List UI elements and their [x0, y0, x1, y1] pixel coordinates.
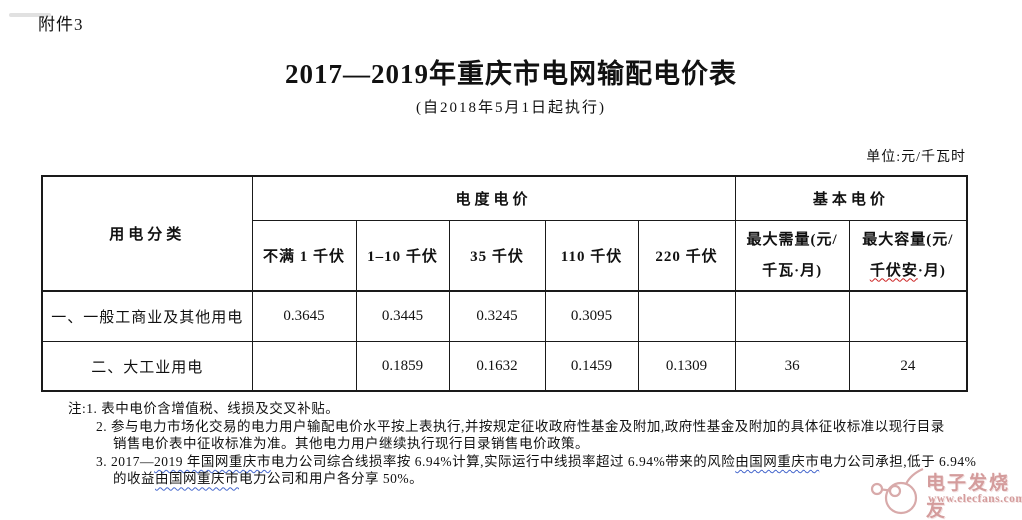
- col-header-max-capacity-line2: 千伏安·月): [850, 256, 967, 287]
- table-row-large-industry: 二、大工业用电 0.1859 0.1632 0.1459 0.1309 36 2…: [41, 341, 968, 392]
- col-header-max-demand-line2: 千瓦·月): [762, 262, 823, 279]
- elecfans-logo-icon: [870, 468, 924, 515]
- col-header-max-capacity-line1: 最大容量(元/: [862, 231, 954, 248]
- grammar-underline-text: 由国网重庆市: [735, 453, 820, 469]
- watermark-url-text: www.elecfans.com: [928, 493, 1022, 505]
- group-header-basic-price: 基本电价: [734, 175, 968, 221]
- col-header-max-demand: 最大需量(元/ 千瓦·月): [734, 220, 850, 292]
- price-table: 用电分类 电度电价 基本电价 不满 1 千伏 1–10 千伏 35 千伏 110…: [41, 175, 969, 392]
- col-header-below-1kv: 不满 1 千伏: [251, 220, 357, 292]
- note-5-text: 的收益: [113, 471, 155, 487]
- page-title: 2017—2019年重庆市电网输配电价表: [285, 59, 737, 89]
- col-header-max-capacity-line2-rest: ·月): [917, 262, 946, 279]
- price-cell: 0.1459: [544, 341, 639, 392]
- price-cell: 36: [734, 341, 850, 392]
- note-4-text: 3. 2017—: [96, 453, 154, 469]
- page-subtitle: (自2018年5月1日起执行): [416, 100, 606, 116]
- watermark: 电子发烧友 www.elecfans.com: [868, 466, 1022, 520]
- note-line-2: 2. 参与电力市场化交易的电力用户输配电价水平按上表执行,并按规定征收政府性基金…: [96, 418, 945, 434]
- col-header-35kv: 35 千伏: [448, 220, 546, 292]
- note-4-text: 电力公司综合线损率按 6.94%计算,实际运行中线损率超过 6.94%带来的风险: [270, 453, 736, 469]
- price-cell: [637, 290, 736, 342]
- price-cell: [251, 341, 357, 392]
- price-cell: 0.3445: [355, 290, 450, 342]
- col-header-max-capacity: 最大容量(元/ 千伏安·月): [848, 220, 968, 292]
- col-header-1-10kv: 1–10 千伏: [355, 220, 450, 292]
- grammar-underline-text: 由国网重庆市: [155, 471, 239, 487]
- table-header-row-columns: 不满 1 千伏 1–10 千伏 35 千伏 110 千伏 220 千伏 最大需量…: [42, 220, 968, 292]
- row-label-general-commercial: 一、一般工商业及其他用电: [41, 290, 253, 342]
- col-header-max-demand-line1: 最大需量(元/: [746, 231, 838, 248]
- note-4-text: 电力公司承担,低于 6.94%: [819, 453, 977, 469]
- price-cell: 0.1632: [448, 341, 546, 392]
- group-header-energy-price: 电度电价: [251, 175, 736, 221]
- scan-artifact: [9, 13, 51, 17]
- note-5-text: 电力公司和用户各分享 50%。: [239, 471, 424, 487]
- note-line-3: 销售电价表中征收标准为准。其他电力用户继续执行现行目录销售电价政策。: [113, 436, 589, 452]
- price-cell: [848, 290, 968, 342]
- table-row-general-commercial: 一、一般工商业及其他用电 0.3645 0.3445 0.3245 0.3095: [41, 290, 968, 342]
- unit-label: 单位:元/千瓦时: [866, 150, 966, 165]
- col-header-usage-category: 用电分类: [41, 175, 253, 292]
- note-line-5: 的收益由国网重庆市电力公司和用户各分享 50%。: [68, 470, 998, 488]
- note-line-4: 3. 2017—2019 年国网重庆市电力公司综合线损率按 6.94%计算,实际…: [68, 453, 998, 471]
- spellcheck-underline-text: 千伏安: [869, 262, 918, 279]
- price-cell: [734, 290, 850, 342]
- col-header-110kv: 110 千伏: [544, 220, 639, 292]
- price-cell: 0.3095: [544, 290, 639, 342]
- row-label-large-industry: 二、大工业用电: [41, 341, 253, 392]
- price-cell: 0.3245: [448, 290, 546, 342]
- notes-section: 注:1. 表中电价含增值税、线损及交叉补贴。 2. 参与电力市场化交易的电力用户…: [68, 400, 998, 488]
- price-cell: 0.3645: [251, 290, 357, 342]
- grammar-underline-text: 2019 年国网重庆市: [154, 453, 271, 469]
- table-header-row-groups: 用电分类 电度电价 基本电价: [41, 175, 968, 292]
- col-header-220kv: 220 千伏: [637, 220, 736, 292]
- price-cell: 0.1859: [355, 341, 450, 392]
- watermark-brand-text: 电子发烧友: [926, 473, 1011, 520]
- note-line-1: 注:1. 表中电价含增值税、线损及交叉补贴。: [68, 401, 340, 416]
- price-cell: 24: [848, 341, 968, 392]
- price-cell: 0.1309: [637, 341, 736, 392]
- attachment-label: 附件3: [38, 15, 84, 34]
